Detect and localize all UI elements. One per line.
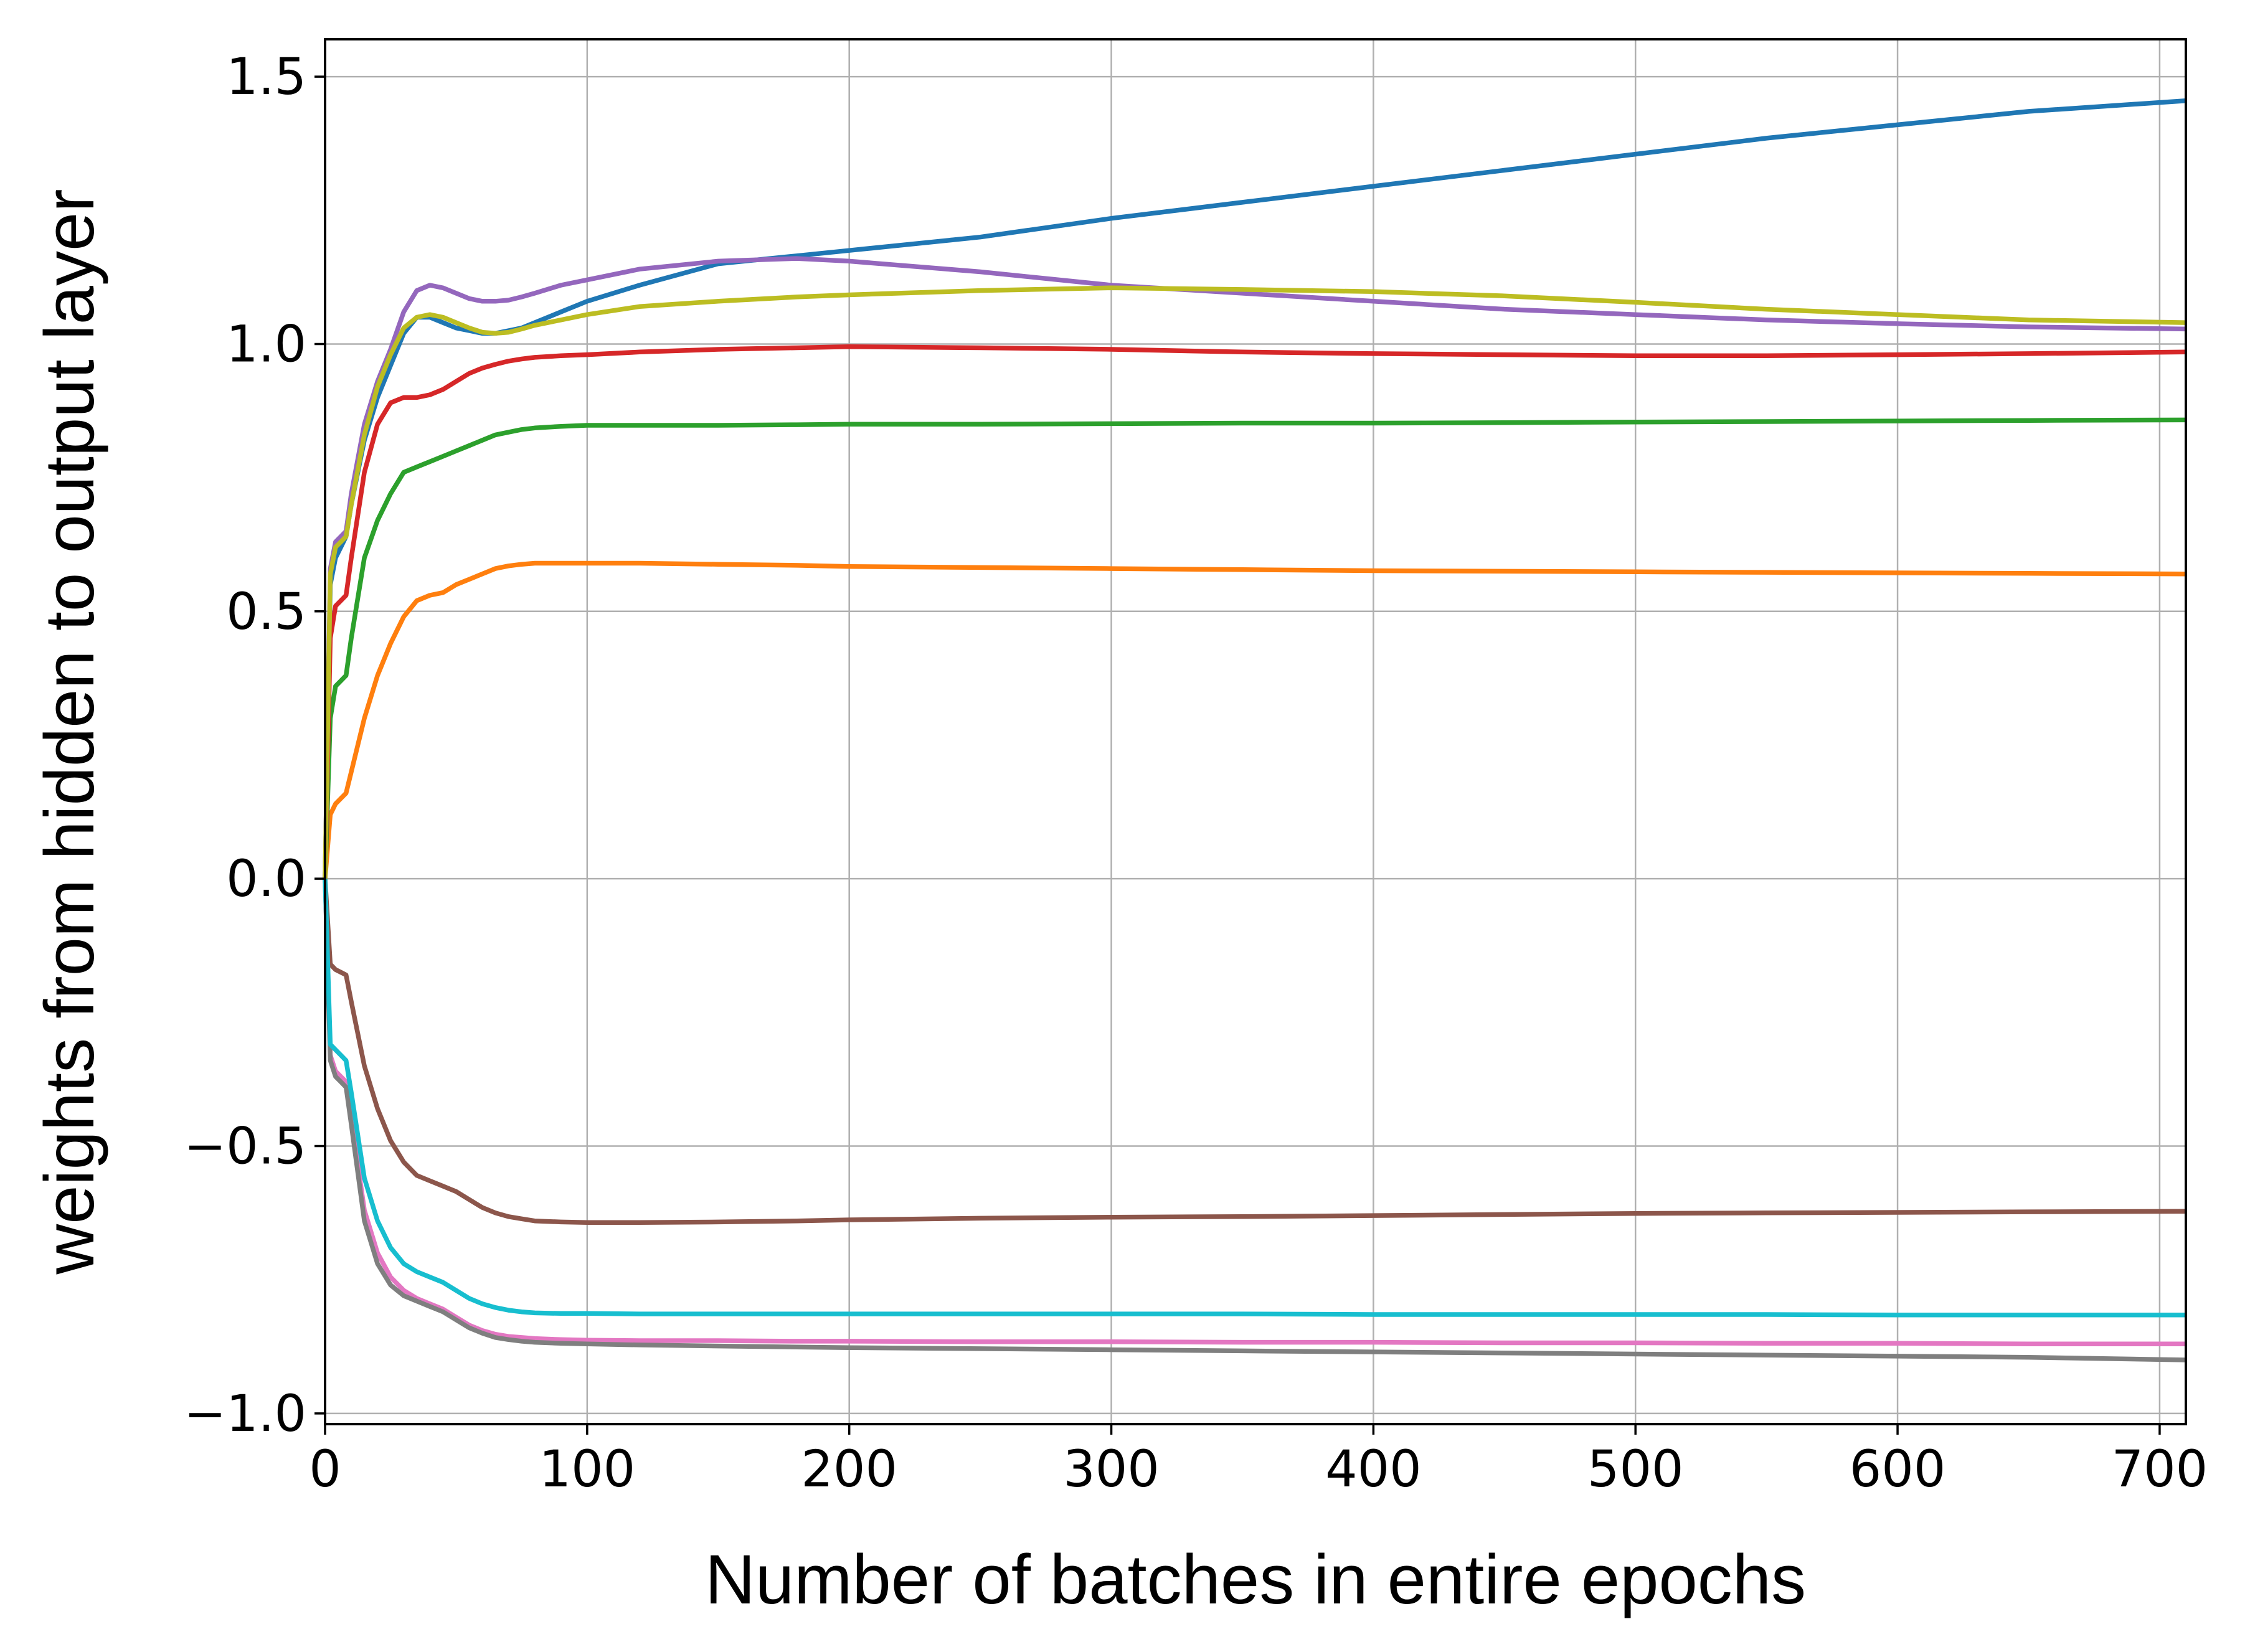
series-line-3 xyxy=(323,417,2186,879)
plot-frame xyxy=(324,38,2187,1425)
y-tick-label: 1.0 xyxy=(226,315,306,374)
axis-tick-labels: 0 100 200 300 400 500 600 700 1.5 1.0 0.5 0.0 −0.5 −1… xyxy=(184,48,2208,1499)
x-tick-label: 700 xyxy=(2112,1440,2208,1499)
x-tick-label: 400 xyxy=(1325,1440,1422,1499)
series-line-10 xyxy=(323,878,2186,1318)
x-tick-label: 300 xyxy=(1063,1440,1160,1499)
x-tick-label: 100 xyxy=(539,1440,636,1499)
y-tick-label: 0.0 xyxy=(226,850,306,909)
x-tick-label: 600 xyxy=(1850,1440,1946,1499)
x-tick-label: 0 xyxy=(309,1440,341,1499)
series-line-6 xyxy=(323,878,2186,1225)
x-tick-label: 500 xyxy=(1587,1440,1684,1499)
y-tick-label: 1.5 xyxy=(226,48,306,106)
axis-ticks xyxy=(314,75,2161,1435)
y-tick-label: 0.5 xyxy=(226,583,306,641)
y-tick-label: −0.5 xyxy=(184,1117,306,1176)
y-axis-label: weights from hidden to output layer xyxy=(31,189,108,1275)
x-tick-label: 200 xyxy=(801,1440,897,1499)
series-line-2 xyxy=(323,560,2186,879)
series-line-9 xyxy=(323,285,2186,879)
series-line-8 xyxy=(323,878,2186,1362)
y-tick-label: −1.0 xyxy=(184,1385,306,1443)
series-line-4 xyxy=(323,344,2186,879)
grid-lines xyxy=(324,39,2186,1424)
x-axis-label: Number of batches in entire epochs xyxy=(705,1541,1806,1618)
plot-series xyxy=(323,98,2186,1362)
